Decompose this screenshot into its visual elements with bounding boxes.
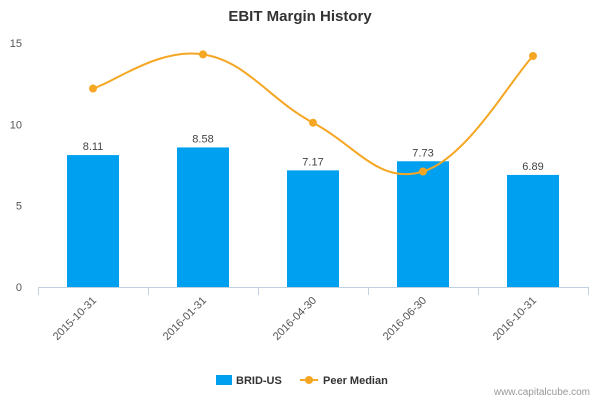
- legend-line-marker: [305, 376, 313, 384]
- legend-bar-label: BRID-US: [236, 375, 282, 387]
- x-tick-label: 2016-01-31: [161, 295, 209, 343]
- peer-median-point[interactable]: [529, 52, 537, 61]
- peer-median-point[interactable]: [199, 50, 207, 59]
- bar[interactable]: [397, 161, 449, 287]
- legend-item-line[interactable]: Peer Median: [300, 375, 388, 387]
- legend-line-label: Peer Median: [323, 375, 388, 387]
- peer-median-point[interactable]: [89, 84, 97, 93]
- line-series: [89, 50, 537, 176]
- bar-data-label: 6.89: [522, 161, 543, 173]
- bar-data-label: 8.58: [192, 133, 213, 145]
- y-tick-label: 15: [10, 38, 22, 50]
- bar-data-label: 8.11: [83, 141, 104, 153]
- bar-data-label: 7.73: [412, 147, 433, 159]
- bar-series: 8.11 8.58 7.17 7.73 6.89: [67, 133, 559, 287]
- peer-median-point[interactable]: [419, 167, 427, 176]
- x-tick-label: 2015-10-31: [51, 295, 99, 343]
- x-tick-label: 2016-06-30: [381, 295, 429, 343]
- credit-text: www.capitalcube.com: [493, 387, 590, 398]
- legend-item-bars[interactable]: BRID-US: [216, 375, 282, 387]
- x-axis: 2015-10-31 2016-01-31 2016-04-30 2016-06-30…: [38, 287, 589, 343]
- bar[interactable]: [507, 174, 559, 287]
- legend-bar-swatch: [216, 375, 232, 385]
- y-tick-label: 0: [16, 282, 22, 294]
- y-axis: 0 5 10 15: [10, 38, 22, 294]
- y-tick-label: 5: [16, 201, 22, 213]
- bar[interactable]: [177, 147, 229, 287]
- bar[interactable]: [287, 170, 339, 287]
- chart-title: EBIT Margin History: [228, 8, 372, 25]
- bar[interactable]: [67, 155, 119, 287]
- peer-median-point[interactable]: [309, 118, 317, 127]
- x-tick-label: 2016-10-31: [491, 295, 539, 343]
- legend: BRID-US Peer Median: [216, 375, 388, 387]
- bar-data-label: 7.17: [302, 156, 323, 168]
- x-tick-label: 2016-04-30: [271, 295, 319, 343]
- y-tick-label: 10: [10, 119, 22, 131]
